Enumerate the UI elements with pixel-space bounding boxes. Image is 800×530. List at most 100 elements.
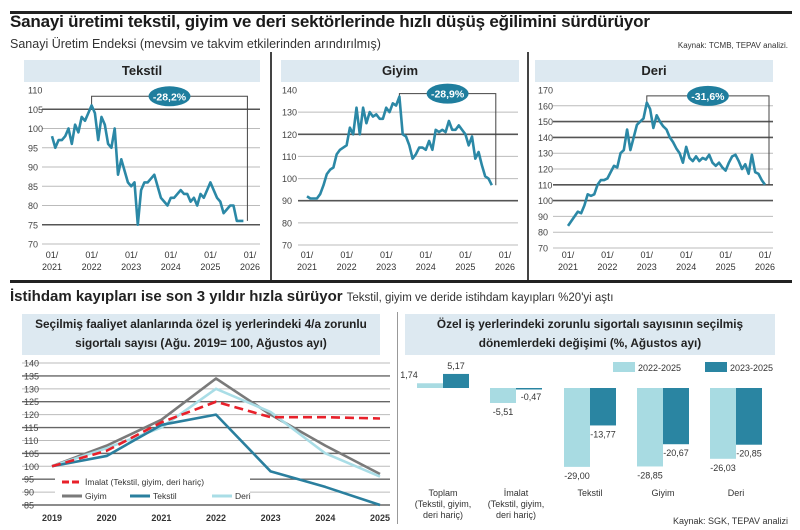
x-tick-label: 2025 bbox=[370, 513, 390, 523]
legend-label-giyim: Giyim bbox=[85, 491, 107, 501]
x-tick-label: 01/ bbox=[380, 250, 393, 260]
change-label: -28,9% bbox=[431, 89, 465, 101]
series-line bbox=[306, 95, 493, 200]
bar-2023-2025 bbox=[590, 388, 616, 426]
main-title: Sanayi üretimi tekstil, giyim ve deri se… bbox=[10, 12, 650, 31]
y-tick-label: 130 bbox=[282, 108, 297, 118]
x-tick-label: 01/ bbox=[204, 250, 217, 260]
y-tick-label: 95 bbox=[28, 143, 38, 153]
y-tick-label: 120 bbox=[282, 130, 297, 140]
legend-label-deri: Deri bbox=[235, 491, 251, 501]
change-pill bbox=[148, 86, 191, 107]
top-rule bbox=[10, 11, 792, 14]
y-tick-label: 70 bbox=[282, 241, 292, 251]
x-tick-label: 01/ bbox=[719, 250, 732, 260]
bar-value-label: -20,85 bbox=[736, 449, 762, 459]
y-tick-label: 70 bbox=[538, 244, 548, 254]
bar-value-label: 5,17 bbox=[447, 361, 465, 371]
x-tick-label: 01/ bbox=[562, 250, 575, 260]
x-tick-label: 01/ bbox=[85, 250, 98, 260]
bar-value-label: 1,74 bbox=[400, 370, 418, 380]
x-tick-label: 01/ bbox=[759, 250, 772, 260]
peak-bracket bbox=[646, 95, 770, 185]
x-tick-label: 2023 bbox=[637, 262, 657, 272]
y-tick-label: 100 bbox=[28, 124, 43, 134]
bar-value-label: -26,03 bbox=[710, 463, 736, 473]
bar-value-label: -28,85 bbox=[637, 470, 663, 480]
y-tick-label: 100 bbox=[538, 196, 553, 206]
x-tick-label: 01/ bbox=[46, 250, 59, 260]
x-tick-label: 2026 bbox=[240, 262, 260, 272]
bar-value-label: -13,77 bbox=[590, 429, 616, 439]
bar-2023-2025 bbox=[663, 388, 689, 445]
category-label: (Tekstil, giyim, bbox=[415, 499, 472, 509]
bar-value-label: -5,51 bbox=[493, 407, 514, 417]
y-tick-label: 125 bbox=[24, 397, 39, 407]
y-tick-label: 90 bbox=[24, 488, 34, 498]
x-tick-label: 2021 bbox=[42, 262, 62, 272]
x-tick-label: 2026 bbox=[495, 262, 515, 272]
legend-swatch bbox=[705, 362, 727, 372]
x-tick-label: 01/ bbox=[165, 250, 178, 260]
y-tick-label: 100 bbox=[24, 462, 39, 472]
category-label: Tekstil bbox=[577, 488, 602, 498]
x-tick-label: 2024 bbox=[315, 513, 335, 523]
x-tick-label: 01/ bbox=[680, 250, 693, 260]
change-label: -28,2% bbox=[153, 91, 187, 103]
y-tick-label: 90 bbox=[282, 196, 292, 206]
x-tick-label: 2020 bbox=[97, 513, 117, 523]
x-tick-label: 01/ bbox=[244, 250, 257, 260]
tekstil-panel-title: Tekstil bbox=[24, 60, 260, 82]
bar-2022-2025 bbox=[564, 388, 590, 467]
source-bottom: Kaynak: SGK, TEPAV analizi bbox=[672, 516, 788, 526]
section-rule bbox=[10, 280, 792, 283]
x-tick-label: 2025 bbox=[716, 262, 736, 272]
x-tick-label: 2022 bbox=[206, 513, 226, 523]
y-tick-label: 90 bbox=[28, 163, 38, 173]
y-tick-label: 80 bbox=[538, 228, 548, 238]
peak-bracket bbox=[398, 93, 497, 186]
y-tick-label: 105 bbox=[24, 449, 39, 459]
x-tick-label: 01/ bbox=[459, 250, 472, 260]
legend-swatch bbox=[613, 362, 635, 372]
legend-label-imalat: İmalat (Tekstil, giyim, deri hariç) bbox=[85, 477, 204, 487]
y-tick-label: 170 bbox=[538, 86, 553, 96]
series-line-tekstil bbox=[51, 413, 381, 507]
y-tick-label: 110 bbox=[282, 152, 296, 162]
y-tick-label: 85 bbox=[24, 501, 34, 511]
x-tick-label: 01/ bbox=[601, 250, 614, 260]
y-tick-label: 80 bbox=[282, 218, 292, 228]
series-line-imalat bbox=[51, 400, 381, 468]
y-tick-label: 140 bbox=[538, 133, 553, 143]
y-tick-label: 110 bbox=[24, 436, 38, 446]
source-top: Kaynak: TCMB, TEPAV analizi. bbox=[677, 41, 788, 50]
category-label: deri hariç) bbox=[496, 510, 536, 520]
main-subtitle: Sanayi Üretim Endeksi (mevsim ve takvim … bbox=[10, 37, 381, 51]
y-tick-label: 115 bbox=[24, 423, 38, 433]
y-tick-label: 75 bbox=[28, 220, 38, 230]
x-tick-label: 2024 bbox=[676, 262, 696, 272]
x-tick-label: 2022 bbox=[82, 262, 102, 272]
section2-heading: İstihdam kayıpları ise son 3 yıldır hızl… bbox=[10, 288, 343, 305]
y-tick-label: 85 bbox=[28, 182, 38, 192]
bar-2022-2025 bbox=[490, 388, 516, 403]
x-tick-label: 01/ bbox=[125, 250, 138, 260]
bar-2023-2025 bbox=[736, 388, 762, 445]
series-line-giyim bbox=[51, 377, 381, 476]
y-tick-label: 150 bbox=[538, 117, 553, 127]
deri-panel-title: Deri bbox=[535, 60, 773, 82]
panel-divider bbox=[527, 52, 529, 280]
category-label: deri hariç) bbox=[423, 510, 463, 520]
x-tick-label: 01/ bbox=[641, 250, 654, 260]
x-tick-label: 2021 bbox=[558, 262, 578, 272]
x-tick-label: 2023 bbox=[121, 262, 141, 272]
category-label: Giyim bbox=[652, 488, 675, 498]
category-label: Toplam bbox=[428, 488, 457, 498]
change-label: -31,6% bbox=[691, 91, 725, 103]
x-tick-label: 2019 bbox=[42, 513, 62, 523]
employment-change-title: Özel iş yerlerindeki zorunlu sigortalı s… bbox=[405, 314, 775, 355]
y-tick-label: 95 bbox=[24, 475, 34, 485]
bar-value-label: -20,67 bbox=[663, 448, 689, 458]
category-label: (Tekstil, giyim, bbox=[488, 499, 545, 509]
